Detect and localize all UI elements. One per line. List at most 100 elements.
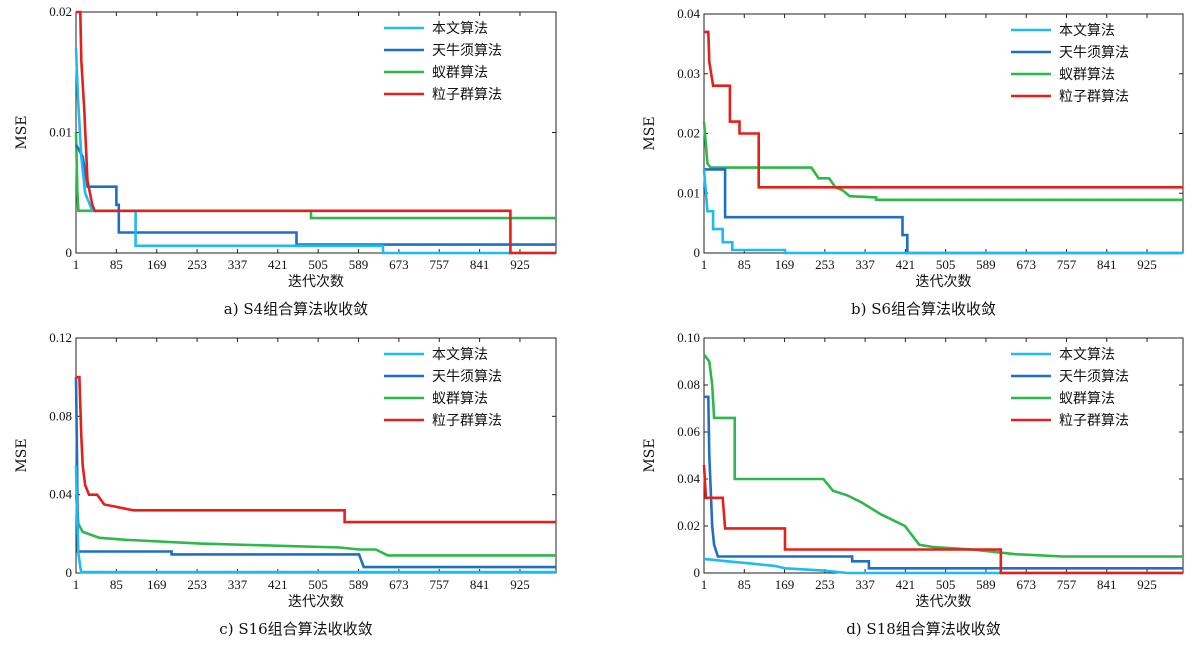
legend-label: 粒子群算法 (432, 413, 502, 429)
x-tick-label: 337 (855, 577, 875, 592)
legend-label: 天牛须算法 (432, 43, 502, 59)
x-tick-label: 1 (73, 257, 80, 272)
legend-label: 本文算法 (432, 21, 488, 37)
series-line-1 (74, 465, 556, 574)
y-tick-label: 0.08 (49, 408, 72, 423)
legend-label: 本文算法 (1059, 347, 1115, 363)
y-tick-label: 0.04 (677, 6, 700, 21)
x-tick-label: 253 (187, 577, 207, 592)
x-tick-label: 1 (701, 257, 708, 272)
y-tick-label: 0.02 (677, 518, 700, 533)
x-tick-label: 757 (1057, 577, 1077, 592)
y-tick-label: 0.06 (677, 424, 700, 439)
chart-caption: b) S6组合算法收收敛 (851, 300, 996, 318)
x-tick-label: 337 (855, 257, 875, 272)
legend-label: 本文算法 (432, 347, 488, 363)
y-axis-label: MSE (14, 438, 30, 472)
x-tick-label: 925 (1137, 577, 1157, 592)
legend-label: 粒子群算法 (432, 87, 502, 103)
y-tick-label: 0 (694, 565, 701, 580)
x-tick-label: 673 (389, 577, 409, 592)
legend-label: 本文算法 (1059, 23, 1115, 39)
x-tick-label: 589 (976, 577, 996, 592)
x-tick-label: 589 (976, 257, 996, 272)
x-tick-label: 421 (268, 257, 288, 272)
x-tick-label: 169 (147, 577, 167, 592)
x-tick-label: 757 (429, 577, 449, 592)
x-tick-label: 757 (1057, 257, 1077, 272)
x-tick-label: 169 (775, 257, 795, 272)
x-tick-label: 841 (470, 577, 490, 592)
x-tick-label: 85 (738, 257, 751, 272)
x-axis-label: 迭代次数 (288, 594, 344, 610)
x-tick-label: 253 (187, 257, 207, 272)
x-tick-label: 1 (73, 577, 80, 592)
x-tick-label: 253 (815, 577, 835, 592)
series-line-2 (74, 143, 556, 246)
x-tick-label: 253 (815, 257, 835, 272)
x-tick-label: 673 (1016, 257, 1036, 272)
x-tick-label: 505 (936, 577, 956, 592)
x-tick-label: 841 (1097, 257, 1117, 272)
y-axis-label: MSE (642, 116, 658, 150)
x-tick-label: 673 (1016, 577, 1036, 592)
x-tick-label: 505 (308, 257, 328, 272)
x-tick-label: 505 (308, 577, 328, 592)
chart-panel-2: 0 0.01 0.02 0.03 0.04 1 85 169 253 337 421 505 589 67… (642, 6, 1184, 318)
x-axis-label: 迭代次数 (916, 594, 972, 610)
series-line-3 (702, 121, 1183, 202)
chart-panel-1: 0 0.01 0.02 1 85 169 253 337 421 505 589 673 757 841 9… (14, 4, 557, 318)
x-tick-label: 169 (775, 577, 795, 592)
chart-caption: d) S18组合算法收收敛 (846, 620, 1001, 638)
legend-label: 粒子群算法 (1059, 413, 1129, 429)
legend-label: 蚁群算法 (432, 391, 488, 407)
series-line-2 (704, 395, 1183, 570)
legend-label: 蚁群算法 (1059, 67, 1115, 83)
x-tick-label: 421 (896, 577, 916, 592)
y-tick-label: 0.01 (49, 125, 72, 140)
series-line-1 (703, 557, 1183, 575)
series-line-1 (702, 169, 1183, 255)
y-axis-label: MSE (14, 115, 30, 149)
legend-label: 天牛须算法 (1059, 369, 1129, 385)
chart-caption: c) S16组合算法收收敛 (219, 620, 372, 638)
x-tick-label: 841 (470, 257, 490, 272)
x-tick-label: 925 (510, 577, 530, 592)
x-tick-label: 589 (349, 577, 369, 592)
chart-panel-3: 0 0.04 0.08 0.12 1 85 169 253 337 421 505 589 673 757… (14, 330, 557, 638)
y-tick-label: 0.04 (677, 471, 700, 486)
x-tick-label: 925 (510, 257, 530, 272)
series-line-4 (76, 375, 556, 524)
legend-label: 天牛须算法 (1059, 45, 1129, 61)
x-tick-label: 925 (1137, 257, 1157, 272)
x-tick-label: 421 (268, 577, 288, 592)
x-axis-label: 迭代次数 (288, 274, 344, 290)
y-tick-label: 0 (66, 565, 73, 580)
legend-label: 天牛须算法 (432, 369, 502, 385)
y-axis-label: MSE (642, 438, 658, 472)
series-line-2 (704, 168, 1183, 255)
x-tick-label: 841 (1097, 577, 1117, 592)
series-line-4 (704, 30, 1183, 189)
x-tick-label: 757 (429, 257, 449, 272)
series-line-4 (76, 10, 556, 255)
y-tick-label: 0 (66, 245, 73, 260)
x-tick-label: 421 (896, 257, 916, 272)
x-tick-label: 505 (936, 257, 956, 272)
x-tick-label: 169 (147, 257, 167, 272)
x-tick-label: 85 (110, 577, 123, 592)
x-tick-label: 1 (701, 577, 708, 592)
y-tick-label: 0.08 (677, 377, 700, 392)
y-tick-label: 0.02 (49, 4, 72, 19)
y-tick-label: 0.01 (677, 185, 700, 200)
x-tick-label: 337 (228, 577, 248, 592)
y-tick-label: 0.03 (677, 66, 700, 81)
x-axis-label: 迭代次数 (916, 274, 972, 290)
legend-label: 粒子群算法 (1059, 89, 1129, 105)
y-tick-label: 0.04 (49, 487, 72, 502)
y-tick-label: 0.10 (677, 330, 700, 345)
x-tick-label: 589 (349, 257, 369, 272)
x-tick-label: 85 (738, 577, 751, 592)
legend-label: 蚁群算法 (432, 65, 488, 81)
